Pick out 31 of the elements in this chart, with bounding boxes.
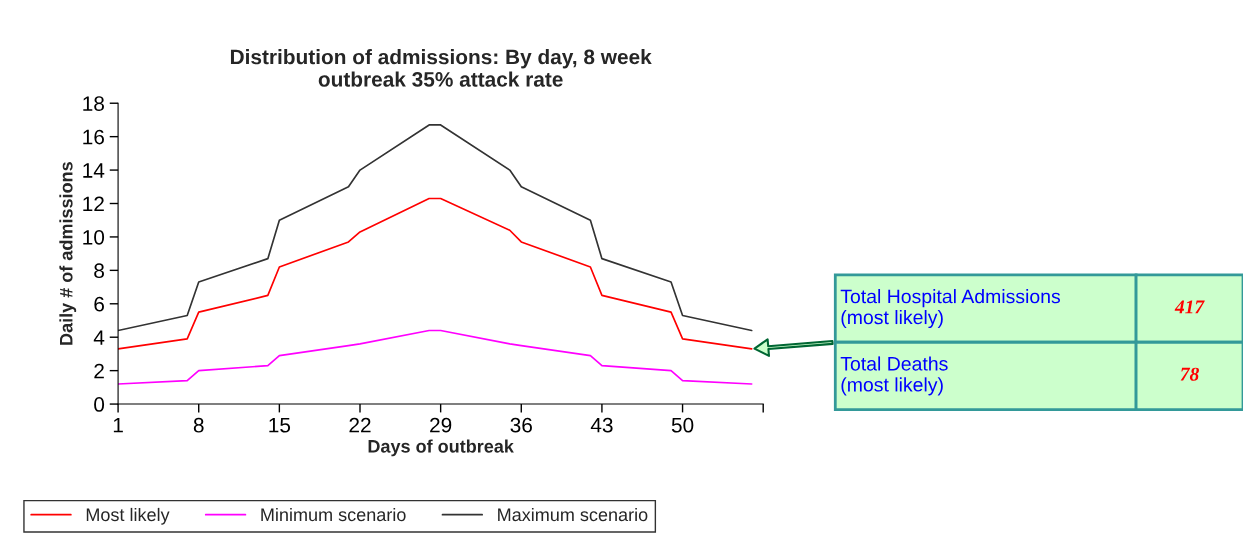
x-axis-title: Days of outbreak bbox=[368, 439, 514, 457]
y-tick-label: 14 bbox=[83, 163, 105, 178]
y-tick-label: 6 bbox=[94, 296, 104, 312]
x-tick-label: 29 bbox=[430, 417, 452, 433]
x-tick-label: 22 bbox=[349, 417, 371, 433]
legend-label: Maximum scenario bbox=[498, 507, 648, 522]
y-tick-label: 18 bbox=[83, 96, 104, 111]
y-tick-label: 10 bbox=[83, 229, 105, 245]
y-tick-label: 4 bbox=[93, 330, 105, 345]
line-series bbox=[118, 197, 753, 350]
x-tick-label: 15 bbox=[269, 418, 291, 433]
y-tick-label: 16 bbox=[83, 129, 104, 145]
x-tick-label: 36 bbox=[510, 417, 532, 433]
chart-title: Distribution of admissions: By day, 8 week outbreak 35% attack rate bbox=[230, 49, 652, 87]
x-tick-label: 50 bbox=[671, 417, 694, 433]
y-tick-label: 2 bbox=[94, 363, 104, 379]
y-tick-label: 12 bbox=[83, 196, 104, 212]
x-tick-label: 8 bbox=[193, 417, 204, 433]
legend-label: Most likely bbox=[86, 507, 170, 525]
text: 417 bbox=[1174, 300, 1205, 314]
text: Total Deaths (most likely) bbox=[840, 356, 948, 396]
x-tick-label: 1 bbox=[113, 418, 123, 433]
y-tick-label: 8 bbox=[94, 263, 104, 279]
line-series bbox=[118, 124, 753, 332]
line-series bbox=[118, 329, 753, 385]
text: 78 bbox=[1180, 367, 1199, 381]
x-tick-label: 43 bbox=[590, 417, 613, 433]
y-axis-title: Daily # of admissions bbox=[59, 162, 77, 345]
legend-label: Minimum scenario bbox=[261, 507, 406, 522]
text: Total Hospital Admissions (most likely) bbox=[840, 289, 1061, 329]
y-tick-label: 0 bbox=[94, 397, 105, 412]
